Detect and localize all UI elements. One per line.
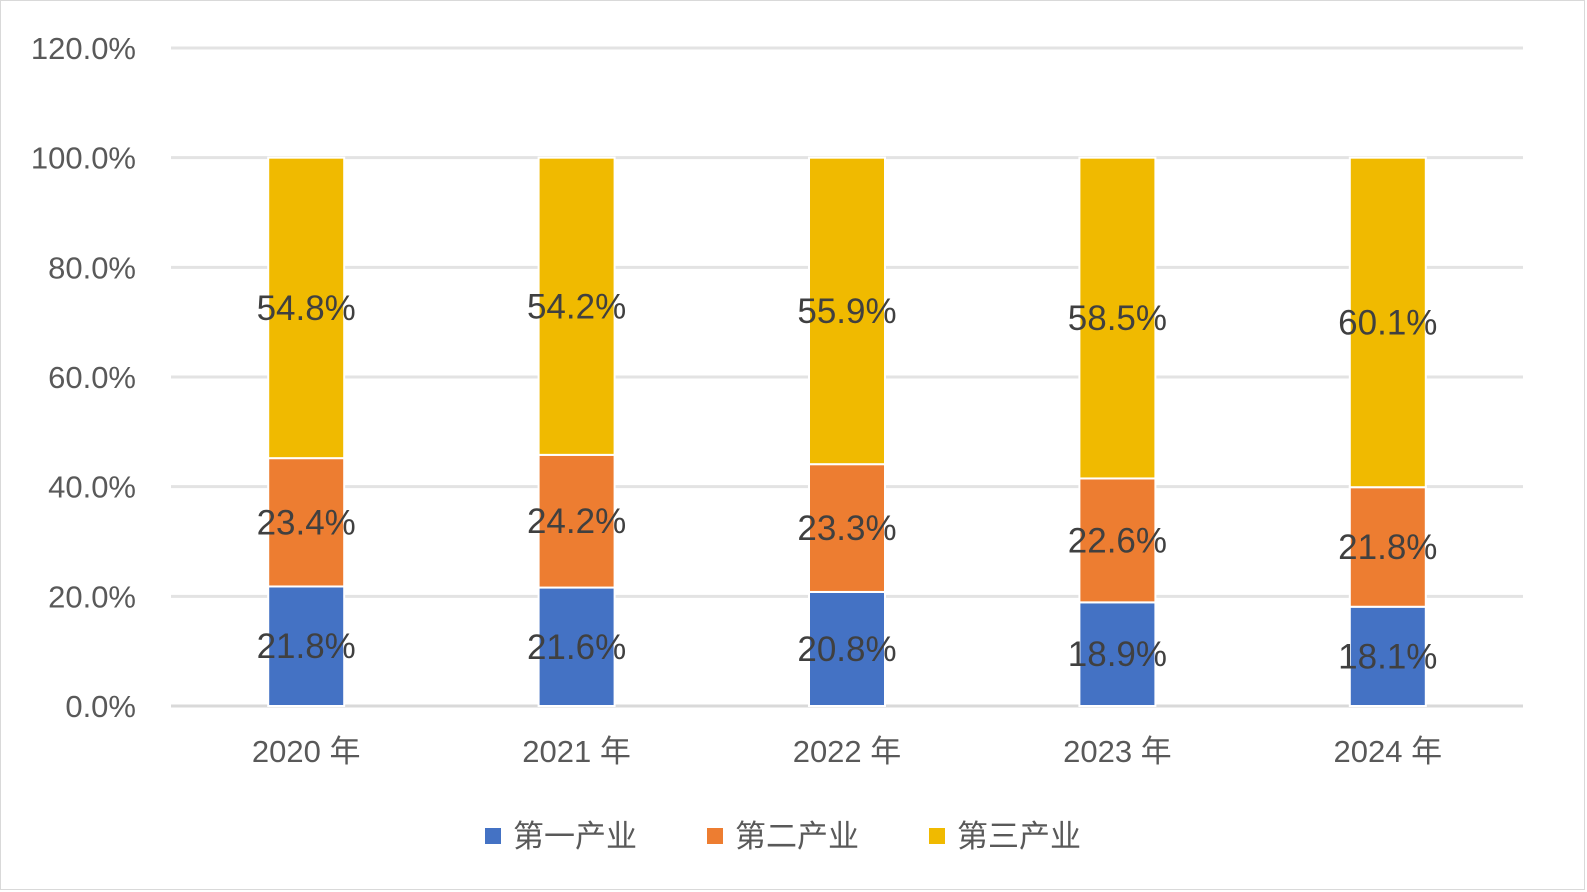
legend-swatch bbox=[707, 828, 723, 844]
bars bbox=[267, 156, 1427, 707]
x-tick-label: 2024 年 bbox=[1334, 734, 1443, 769]
bar-segment bbox=[1348, 156, 1427, 489]
data-label: 21.8% bbox=[257, 627, 356, 666]
x-tick-label: 2020 年 bbox=[252, 734, 361, 769]
data-label: 22.6% bbox=[1068, 521, 1167, 560]
y-tick-label: 0.0% bbox=[65, 689, 136, 724]
bar-segment bbox=[808, 590, 886, 707]
legend-swatch bbox=[485, 828, 501, 844]
bar-segment bbox=[1078, 477, 1157, 604]
bar-segment bbox=[808, 156, 886, 466]
data-labels: 21.8% 23.4% 54.8% 21.6% 24.2% 54.2% 20.8% 23.3%… bbox=[257, 287, 1438, 676]
y-tick-label: 60.0% bbox=[48, 360, 136, 395]
bar-segment bbox=[808, 463, 886, 593]
x-tick-label: 2021 年 bbox=[522, 734, 631, 769]
data-label: 18.9% bbox=[1068, 635, 1167, 674]
bar-segment bbox=[537, 156, 616, 456]
x-tick-label: 2022 年 bbox=[793, 734, 902, 769]
legend-label: 第一产业 bbox=[513, 819, 637, 855]
data-label: 24.2% bbox=[527, 502, 626, 541]
data-label: 54.2% bbox=[527, 287, 626, 326]
x-axis-ticks: 2020 年 2021 年 2022 年 2023 年 2024 年 bbox=[252, 734, 1442, 769]
data-label: 58.5% bbox=[1068, 299, 1167, 338]
x-tick-label: 2023 年 bbox=[1063, 734, 1172, 769]
data-label: 23.4% bbox=[257, 503, 356, 542]
data-label: 21.8% bbox=[1338, 528, 1437, 567]
bar-segment bbox=[1078, 601, 1157, 707]
data-label: 23.3% bbox=[797, 509, 896, 548]
bar-segment bbox=[537, 453, 616, 589]
y-tick-label: 20.0% bbox=[48, 579, 136, 614]
bar-segment bbox=[1348, 486, 1427, 608]
y-axis-ticks: 0.0% 20.0% 40.0% 60.0% 80.0% 100.0% 120.0% bbox=[31, 31, 136, 724]
y-tick-label: 120.0% bbox=[31, 31, 136, 66]
data-label: 21.6% bbox=[527, 628, 626, 667]
bar-segment bbox=[537, 586, 616, 707]
legend-label: 第二产业 bbox=[735, 819, 859, 855]
data-label: 18.1% bbox=[1338, 637, 1437, 676]
data-label: 55.9% bbox=[797, 292, 896, 331]
data-label: 54.8% bbox=[257, 289, 356, 328]
data-label: 60.1% bbox=[1338, 303, 1437, 342]
bar-segment bbox=[267, 457, 346, 588]
bar-segment bbox=[1348, 605, 1427, 707]
y-tick-label: 40.0% bbox=[48, 470, 136, 505]
bar-segment bbox=[267, 156, 346, 460]
y-tick-label: 100.0% bbox=[31, 141, 136, 176]
legend-label: 第三产业 bbox=[957, 819, 1081, 855]
bar-segment bbox=[267, 585, 346, 707]
y-tick-label: 80.0% bbox=[48, 250, 136, 285]
legend-swatch bbox=[929, 828, 945, 844]
legend: 第一产业 第二产业 第三产业 bbox=[485, 819, 1081, 855]
bar-segment bbox=[1078, 156, 1157, 480]
data-label: 20.8% bbox=[797, 630, 896, 669]
